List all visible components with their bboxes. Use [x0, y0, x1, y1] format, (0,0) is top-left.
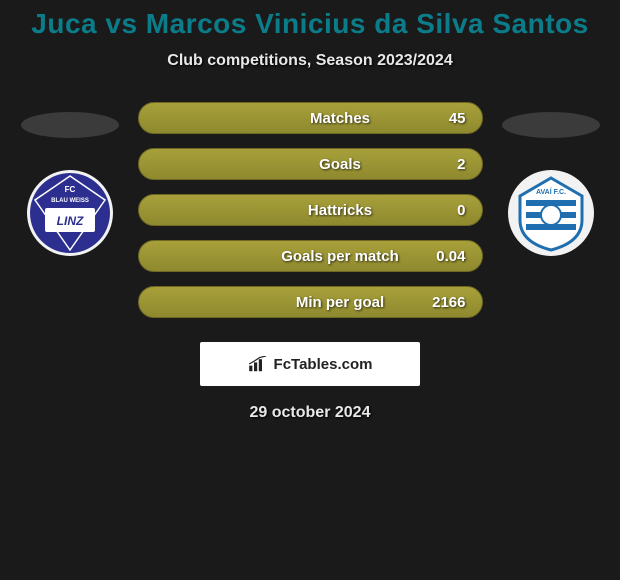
page-title: Juca vs Marcos Vinicius da Silva Santos: [0, 8, 620, 40]
stat-row-goals-per-match: Goals per match 0.04: [138, 240, 483, 272]
stat-value: 2166: [406, 294, 466, 311]
comparison-row: FC BLAU WEISS LINZ Matches 45 Goals 2 Ha: [0, 102, 620, 318]
stat-label: Min per goal: [296, 294, 384, 311]
stats-column: Matches 45 Goals 2 Hattricks 0 Goals per…: [138, 102, 483, 318]
right-club-badge: AVAÍ F.C.: [508, 170, 594, 256]
watermark: FcTables.com: [200, 342, 420, 386]
stat-row-matches: Matches 45: [138, 102, 483, 134]
stat-value: 0.04: [405, 248, 465, 265]
subtitle: Club competitions, Season 2023/2024: [0, 52, 620, 70]
right-player-shadow: [502, 112, 600, 138]
stat-value: 45: [406, 110, 466, 127]
chart-icon: [248, 356, 268, 372]
svg-text:AVAÍ F.C.: AVAÍ F.C.: [535, 187, 565, 196]
svg-text:LINZ: LINZ: [56, 214, 83, 228]
left-player-shadow: [21, 112, 119, 138]
stat-row-min-per-goal: Min per goal 2166: [138, 286, 483, 318]
left-player-col: FC BLAU WEISS LINZ: [20, 102, 120, 256]
stat-label: Hattricks: [308, 202, 372, 219]
right-player-col: AVAÍ F.C.: [501, 102, 601, 256]
svg-text:FC: FC: [64, 185, 75, 194]
blau-weiss-linz-icon: FC BLAU WEISS LINZ: [27, 170, 113, 256]
stat-value: 0: [405, 202, 465, 219]
stat-label: Matches: [310, 110, 370, 127]
avai-fc-icon: AVAÍ F.C.: [508, 170, 594, 256]
stat-row-goals: Goals 2: [138, 148, 483, 180]
left-club-badge: FC BLAU WEISS LINZ: [27, 170, 113, 256]
svg-text:BLAU WEISS: BLAU WEISS: [51, 198, 89, 204]
stat-label: Goals per match: [281, 248, 399, 265]
stat-row-hattricks: Hattricks 0: [138, 194, 483, 226]
watermark-text: FcTables.com: [274, 356, 373, 373]
stat-value: 2: [406, 156, 466, 173]
date-line: 29 october 2024: [0, 404, 620, 422]
stat-label: Goals: [319, 156, 361, 173]
